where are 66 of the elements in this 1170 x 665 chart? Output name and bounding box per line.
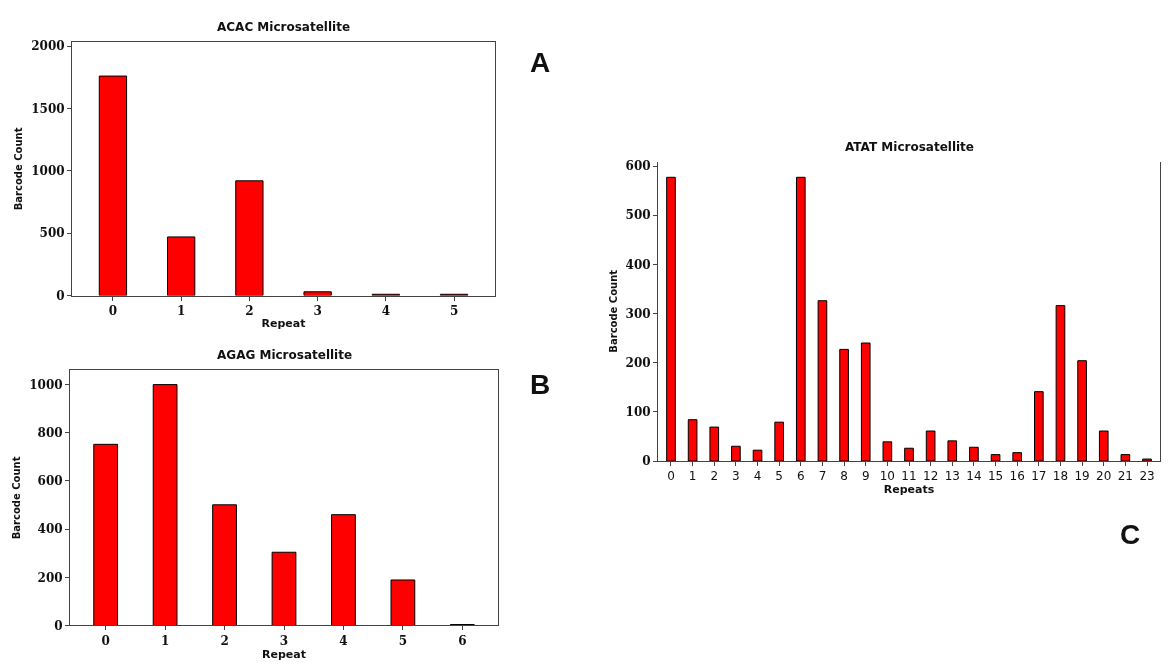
x-tick-label: 3 [732, 469, 740, 484]
x-tick-label: 5 [398, 633, 408, 648]
x-tick-label: 4 [381, 303, 391, 318]
x-tick-label: 12 [923, 469, 939, 484]
y-tick-label: 500 [625, 208, 651, 223]
x-tick-label: 0 [108, 303, 118, 318]
x-tick-label: 17 [1031, 469, 1047, 484]
x-tick-label: 5 [775, 469, 783, 484]
chart-title: ACAC Microsatellite [217, 20, 351, 34]
y-tick-label: 800 [37, 425, 63, 440]
x-axis-title: Repeat [261, 317, 306, 331]
x-tick-label: 1 [160, 633, 170, 648]
x-tick-label: 6 [796, 469, 805, 484]
x-tick-label: 8 [840, 469, 848, 484]
x-tick-label: 2 [710, 469, 719, 484]
x-tick-label: 7 [818, 469, 827, 484]
y-tick-label: 0 [54, 618, 63, 633]
x-tick-label: 13 [944, 469, 960, 484]
x-tick-label: 18 [1052, 469, 1069, 484]
chart-title: AGAG Microsatellite [217, 348, 353, 362]
y-tick-label: 0 [56, 288, 65, 303]
x-tick-label: 9 [861, 469, 870, 484]
y-tick-label: 600 [37, 474, 63, 489]
y-tick-label: 0 [642, 454, 651, 469]
x-tick-label: 2 [220, 633, 229, 648]
y-tick-label: 200 [625, 355, 651, 370]
x-tick-label: 5 [449, 303, 459, 318]
y-tick-label: 500 [39, 226, 65, 241]
x-tick-label: 19 [1074, 469, 1090, 484]
x-tick-label: 2 [245, 303, 254, 318]
x-tick-label: 20 [1096, 469, 1112, 484]
y-tick-label: 1000 [31, 164, 65, 179]
x-tick-label: 6 [458, 633, 467, 648]
y-tick-label: 400 [625, 257, 651, 272]
x-axis-title: Repeats [883, 483, 935, 497]
x-tick-label: 23 [1139, 469, 1155, 484]
y-tick-label: 400 [37, 522, 63, 537]
y-tick-label: 100 [625, 405, 651, 420]
chart-title: ATAT Microsatellite [845, 140, 974, 154]
x-tick-label: 14 [966, 469, 982, 484]
x-tick-label: 0 [667, 469, 675, 484]
y-tick-label: 300 [625, 306, 651, 321]
text: B [530, 369, 551, 400]
x-tick-label: 21 [1117, 469, 1134, 484]
x-tick-label: 1 [176, 303, 186, 318]
x-tick-label: 15 [987, 469, 1004, 484]
text: A [530, 47, 551, 78]
y-tick-label: 200 [37, 570, 63, 585]
x-tick-label: 3 [313, 303, 322, 318]
x-tick-label: 16 [1009, 469, 1025, 484]
y-axis-title: Barcode Count [607, 269, 619, 353]
text: C [1120, 519, 1141, 550]
x-tick-label: 4 [753, 469, 762, 484]
y-tick-label: 1000 [29, 377, 63, 392]
y-tick-label: 1500 [31, 101, 65, 116]
y-tick-label: 600 [625, 159, 651, 174]
x-tick-label: 10 [879, 469, 895, 484]
x-tick-label: 1 [688, 469, 697, 484]
x-tick-label: 3 [279, 633, 289, 648]
x-tick-label: 11 [901, 469, 917, 484]
y-axis-title: Barcode Count [13, 127, 25, 211]
y-axis-title: Barcode Count [11, 456, 23, 540]
x-tick-label: 4 [339, 633, 348, 648]
x-axis-title: Repeat [262, 647, 306, 661]
y-tick-label: 2000 [31, 39, 65, 54]
x-tick-label: 0 [101, 633, 110, 648]
